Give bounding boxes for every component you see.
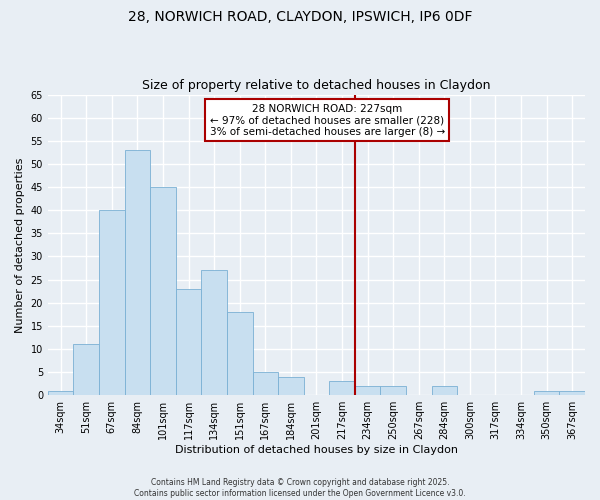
Bar bbox=[380, 386, 406, 395]
Bar bbox=[329, 382, 355, 395]
Text: Contains HM Land Registry data © Crown copyright and database right 2025.
Contai: Contains HM Land Registry data © Crown c… bbox=[134, 478, 466, 498]
Bar bbox=[534, 390, 559, 395]
Bar bbox=[99, 210, 125, 395]
Bar bbox=[559, 390, 585, 395]
Bar bbox=[48, 390, 73, 395]
Bar bbox=[227, 312, 253, 395]
Y-axis label: Number of detached properties: Number of detached properties bbox=[15, 157, 25, 332]
Bar bbox=[125, 150, 150, 395]
Bar bbox=[150, 187, 176, 395]
Text: 28, NORWICH ROAD, CLAYDON, IPSWICH, IP6 0DF: 28, NORWICH ROAD, CLAYDON, IPSWICH, IP6 … bbox=[128, 10, 472, 24]
Bar bbox=[202, 270, 227, 395]
Bar bbox=[73, 344, 99, 395]
Bar bbox=[253, 372, 278, 395]
Bar bbox=[355, 386, 380, 395]
Title: Size of property relative to detached houses in Claydon: Size of property relative to detached ho… bbox=[142, 79, 491, 92]
Bar bbox=[431, 386, 457, 395]
Bar bbox=[176, 289, 202, 395]
X-axis label: Distribution of detached houses by size in Claydon: Distribution of detached houses by size … bbox=[175, 445, 458, 455]
Bar bbox=[278, 376, 304, 395]
Text: 28 NORWICH ROAD: 227sqm
← 97% of detached houses are smaller (228)
3% of semi-de: 28 NORWICH ROAD: 227sqm ← 97% of detache… bbox=[209, 104, 445, 137]
